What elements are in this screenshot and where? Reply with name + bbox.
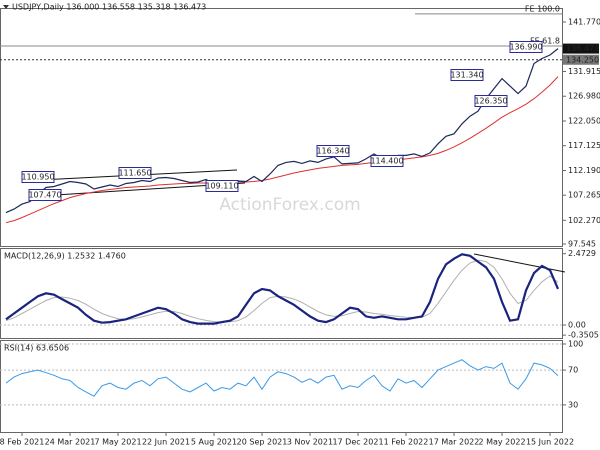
series-line [5,253,560,325]
y-tick-label: 126.980 [568,92,600,101]
annotation-label: 107.470 [28,191,61,200]
annotation-box [28,189,62,201]
y-tick-label: 117.125 [568,141,600,150]
x-tick-label: 24 Mar 2021 [45,438,96,447]
annotation-box [21,171,55,183]
y-tick-label: 70 [568,366,578,375]
price-tag [563,54,599,65]
price-tag [563,43,599,54]
x-tick-label: 20 Sep 2021 [237,438,288,447]
series-line [5,76,559,224]
macd-panel [0,248,563,339]
rsi-title: RSI(14) 63.6506 [4,344,69,353]
x-tick-label: 5 Aug 2021 [191,438,237,447]
annotation-box [509,41,543,53]
price-panel [0,8,563,247]
y-tick-label: 100 [568,340,583,349]
fibo-label: FE 100.0 [525,4,560,13]
y-tick-label: 122.050 [568,116,600,125]
price-tag-label: 136.473 [566,44,599,53]
x-tick-label: 1 Feb 2022 [384,438,429,447]
menu-arrow [3,5,9,9]
x-tick-label: 3 Nov 2021 [287,438,333,447]
annotation-box [370,155,404,167]
x-tick-label: 7 May 2021 [94,438,141,447]
y-tick-label: 112.190 [568,166,600,175]
annotation-box [205,180,239,192]
chart-title: USDJPY,Daily 136.000 136.558 135.318 136… [12,3,206,12]
annotation-label: 136.990 [509,43,542,52]
annotation-label: 109.110 [205,182,238,191]
x-tick-label: 17 Dec 2021 [332,438,383,447]
watermark: ActionForex.com [219,195,360,215]
series-line [5,48,559,214]
y-tick-label: 107.265 [568,191,600,200]
y-tick-label: -0.3505 [568,331,599,340]
x-tick-label: 8 Feb 2021 [0,438,44,447]
macd-title: MACD(12,26,9) 1.2532 1.4760 [4,252,126,261]
annotation-label: 116.340 [316,147,349,156]
annotation-box [450,69,484,81]
series-line [5,259,559,323]
y-tick-label: 0.00 [568,321,586,330]
annotation-label: 111.650 [118,169,151,178]
x-tick-label: 15 Jun 2022 [526,438,574,447]
fibo-label: FE 61.8 [530,36,560,45]
annotation-label: 131.340 [450,71,483,80]
y-tick-label: 97.545 [568,240,596,249]
series-line [5,359,559,397]
annotation-label: 110.950 [21,173,54,182]
y-tick-label: 102.270 [568,216,600,225]
annotation-label: 126.350 [474,97,507,106]
x-tick-label: 22 Jun 2021 [142,438,190,447]
annotation-box [474,95,508,107]
x-tick-label: 2 May 2022 [478,438,525,447]
y-tick-label: 2.4729 [568,249,596,258]
price-tag-label: 134.250 [566,55,599,64]
annotation-label: 114.400 [370,157,403,166]
annotation-box [118,167,152,179]
x-tick-label: 17 Mar 2022 [429,438,480,447]
y-tick-label: 131.915 [568,67,600,76]
rsi-panel [0,340,563,433]
annotation-box [316,145,350,157]
y-tick-label: 141.770 [568,17,600,26]
y-tick-label: 30 [568,400,578,409]
